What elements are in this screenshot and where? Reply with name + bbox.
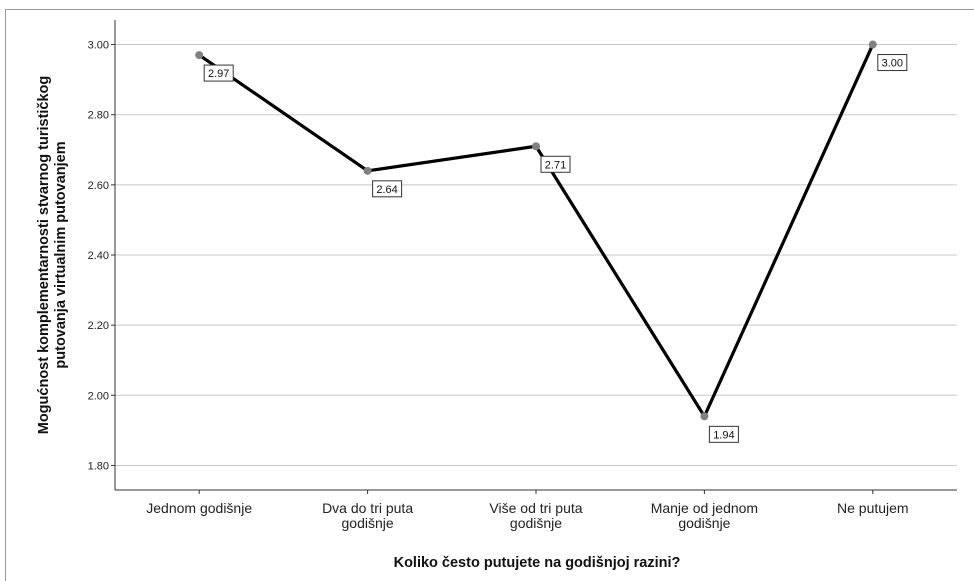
data-label-text: 3.00 xyxy=(882,58,903,70)
y-axis-title: Mogućnost komplementarnosti stvarnog tur… xyxy=(36,76,69,435)
x-tick-label: Ne putujem xyxy=(837,500,909,516)
data-label-box xyxy=(708,425,739,443)
chart-frame xyxy=(5,9,974,581)
y-tick-label: 1.80 xyxy=(88,460,109,472)
data-point xyxy=(700,412,709,421)
data-label-box xyxy=(540,155,571,173)
data-label: 2.97 xyxy=(203,64,234,82)
data-labels: 2.97 2.64 2.71 1.94 3.00 xyxy=(203,54,908,443)
data-label-text: 2.97 xyxy=(208,68,229,80)
y-axis-title-line-2: putovanja virtualnim putovanjem xyxy=(53,141,69,368)
gridlines xyxy=(115,44,957,466)
x-tick-label: Više od tri puta xyxy=(489,500,582,516)
data-point xyxy=(868,40,877,49)
y-tick-label: 2.60 xyxy=(88,180,109,192)
data-label: 2.71 xyxy=(540,155,571,173)
y-tick-label: 3.00 xyxy=(88,40,109,52)
x-tick-label: Manje od jednom xyxy=(651,500,758,516)
y-tick-labels: 1.80 2.00 2.20 2.40 2.60 2.80 3.00 xyxy=(88,40,115,472)
data-label: 3.00 xyxy=(877,54,908,72)
data-label-box xyxy=(877,54,908,72)
series-line xyxy=(198,43,875,418)
x-tick-label: godišnje xyxy=(678,515,730,531)
data-label-text: 2.64 xyxy=(376,184,397,196)
data-point xyxy=(532,142,540,151)
data-label-text: 1.94 xyxy=(713,429,734,441)
x-tick-label: Dva do tri puta xyxy=(322,500,413,516)
x-axis-title: Koliko često putujete na godišnjoj razin… xyxy=(394,555,681,571)
x-tick-label: godišnje xyxy=(342,515,394,531)
x-tick-label: godišnje xyxy=(510,515,562,531)
y-tick-label: 2.40 xyxy=(88,250,109,262)
data-label-box xyxy=(203,64,234,82)
data-point xyxy=(363,166,372,175)
x-tick-labels: Jednom godišnje Dva do tri putagodišnjeVi… xyxy=(146,490,909,531)
data-label: 2.64 xyxy=(372,180,403,198)
y-tick-label: 2.00 xyxy=(88,390,109,402)
y-axis-title-line-1: Mogućnost komplementarnosti stvarnog tur… xyxy=(36,76,52,435)
data-point xyxy=(195,51,204,60)
y-tick-label: 2.20 xyxy=(88,320,109,332)
data-label: 1.94 xyxy=(708,425,739,443)
series xyxy=(195,40,877,421)
data-label-box xyxy=(372,180,403,198)
x-tick-label: Jednom godišnje xyxy=(146,500,252,516)
y-tick-label: 2.80 xyxy=(88,110,109,122)
data-label-text: 2.71 xyxy=(545,159,566,171)
